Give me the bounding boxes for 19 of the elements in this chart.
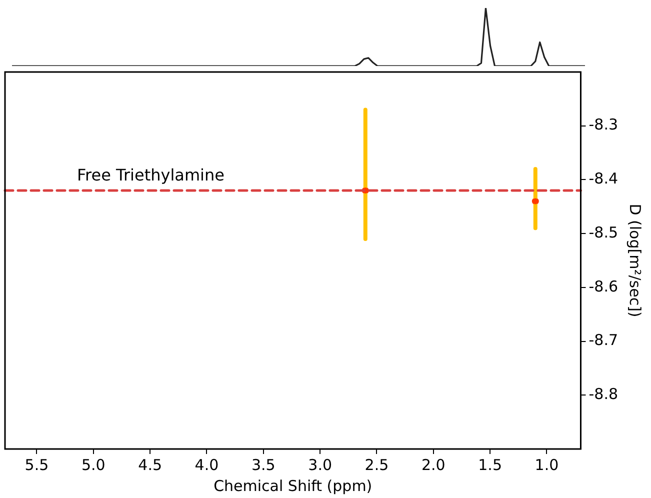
y-tick-label: -8.5	[588, 223, 618, 242]
x-tick-label: 5.5	[24, 456, 49, 474]
ref-line-label: Free Triethylamine	[77, 166, 224, 185]
x-tick-label: 5.0	[81, 456, 106, 474]
x-tick-label: 2.0	[421, 456, 446, 474]
y-axis-title: D (log[m²/sec])	[626, 204, 644, 318]
y-tick-label: -8.6	[588, 277, 618, 296]
y-tick-label: -8.7	[588, 331, 618, 350]
y-tick-label: -8.3	[588, 116, 618, 134]
x-tick-label: 1.5	[478, 456, 502, 474]
y-tick-label: -8.4	[588, 170, 618, 188]
x-tick-label: 4.5	[138, 456, 162, 474]
x-tick-label: 2.5	[364, 456, 389, 474]
x-axis-title: Chemical Shift (ppm)	[214, 476, 372, 495]
y-tick-label: -8.8	[588, 385, 618, 404]
x-tick-label: 4.0	[194, 456, 219, 474]
x-tick-label: 3.5	[251, 456, 276, 474]
x-tick-label: 1.0	[534, 456, 559, 474]
x-tick-label: 3.0	[308, 456, 332, 474]
